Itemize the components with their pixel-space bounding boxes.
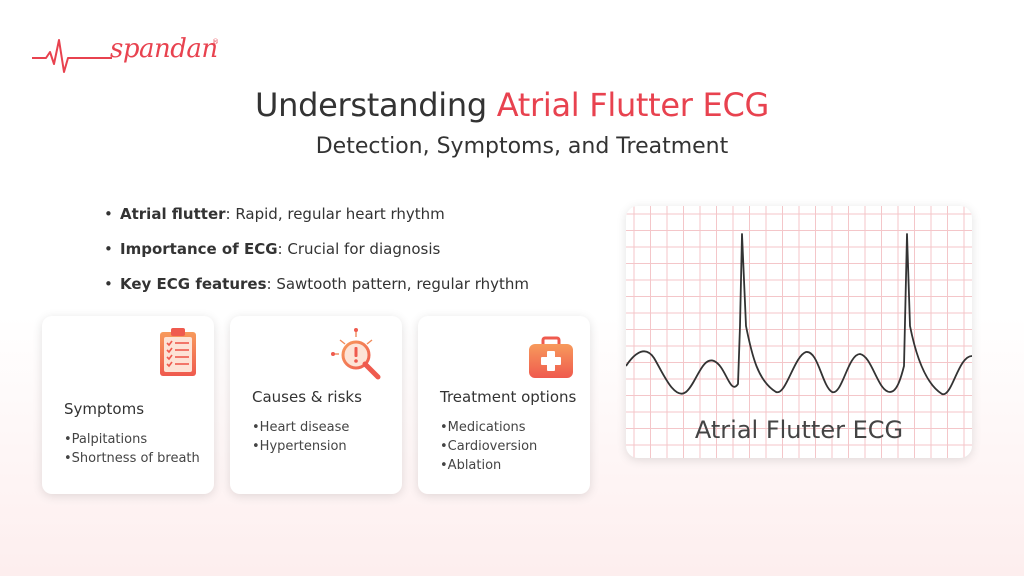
key-point-term: Atrial flutter [120, 205, 226, 223]
key-point-text: : Rapid, regular heart rhythm [225, 205, 445, 223]
bullet-dot: • [104, 240, 113, 258]
card-item-text: Cardioversion [447, 439, 538, 454]
causes-risks-card: Causes & risks •Heart disease •Hypertens… [230, 316, 402, 494]
card-item: •Heart disease [252, 418, 349, 437]
card-item: •Shortness of breath [64, 449, 200, 468]
card-title: Causes & risks [252, 388, 362, 406]
bullet-dot: • [252, 420, 260, 435]
card-item-text: Palpitations [71, 432, 148, 447]
ecg-panel: Atrial Flutter ECG [626, 206, 972, 458]
card-item-text: Hypertension [259, 439, 347, 454]
title-accent: Atrial Flutter ECG [496, 86, 770, 124]
registered-mark: ® [212, 38, 219, 46]
card-title: Symptoms [64, 400, 145, 418]
bullet-dot: • [252, 439, 260, 454]
brand-name: spandan [110, 34, 218, 64]
card-item-text: Heart disease [259, 420, 350, 435]
card-item-text: Ablation [447, 458, 502, 473]
card-item: •Cardioversion [440, 437, 537, 456]
key-point: • Key ECG features: Sawtooth pattern, reg… [104, 274, 529, 309]
spandan-logo: spandan ® [32, 30, 219, 80]
card-items: •Palpitations •Shortness of breath [64, 430, 200, 468]
key-point: • Importance of ECG: Crucial for diagnosi… [104, 239, 529, 274]
card-items: •Medications •Cardioversion •Ablation [440, 418, 537, 475]
key-point-text: : Crucial for diagnosis [277, 240, 441, 258]
ecg-grid [626, 206, 972, 458]
bullet-dot: • [64, 451, 72, 466]
page-title: Understanding Atrial Flutter ECG [0, 86, 1024, 124]
ecg-strip-graphic [626, 206, 972, 458]
first-aid-kit-icon [528, 336, 574, 384]
card-item-text: Medications [447, 420, 526, 435]
card-item-text: Shortness of breath [71, 451, 200, 466]
card-item: •Hypertension [252, 437, 349, 456]
card-item: •Ablation [440, 456, 537, 475]
bullet-dot: • [440, 420, 448, 435]
key-point-text: : Sawtooth pattern, regular rhythm [266, 275, 530, 293]
heartbeat-logo-icon [32, 39, 112, 73]
ecg-trace-line [626, 233, 972, 395]
treatment-card: Treatment options •Medications •Cardiove… [418, 316, 590, 494]
clipboard-checklist-icon [158, 326, 198, 382]
card-items: •Heart disease •Hypertension [252, 418, 349, 456]
magnifier-alert-icon [330, 328, 386, 386]
bullet-dot: • [440, 439, 448, 454]
ecg-label: Atrial Flutter ECG [694, 416, 904, 444]
bullet-dot: • [104, 205, 113, 223]
card-title: Treatment options [440, 388, 577, 406]
title-prefix: Understanding [255, 86, 497, 124]
bullet-dot: • [64, 432, 72, 447]
page-subtitle: Detection, Symptoms, and Treatment [315, 134, 729, 159]
bullet-dot: • [104, 275, 113, 293]
key-point-term: Key ECG features [120, 275, 267, 293]
bullet-dot: • [440, 458, 448, 473]
symptoms-card: Symptoms •Palpitations •Shortness of bre… [42, 316, 214, 494]
key-point-term: Importance of ECG [120, 240, 278, 258]
card-item: •Palpitations [64, 430, 200, 449]
card-item: •Medications [440, 418, 537, 437]
key-points-list: • Atrial flutter: Rapid, regular heart rh… [104, 204, 529, 309]
key-point: • Atrial flutter: Rapid, regular heart rh… [104, 204, 529, 239]
